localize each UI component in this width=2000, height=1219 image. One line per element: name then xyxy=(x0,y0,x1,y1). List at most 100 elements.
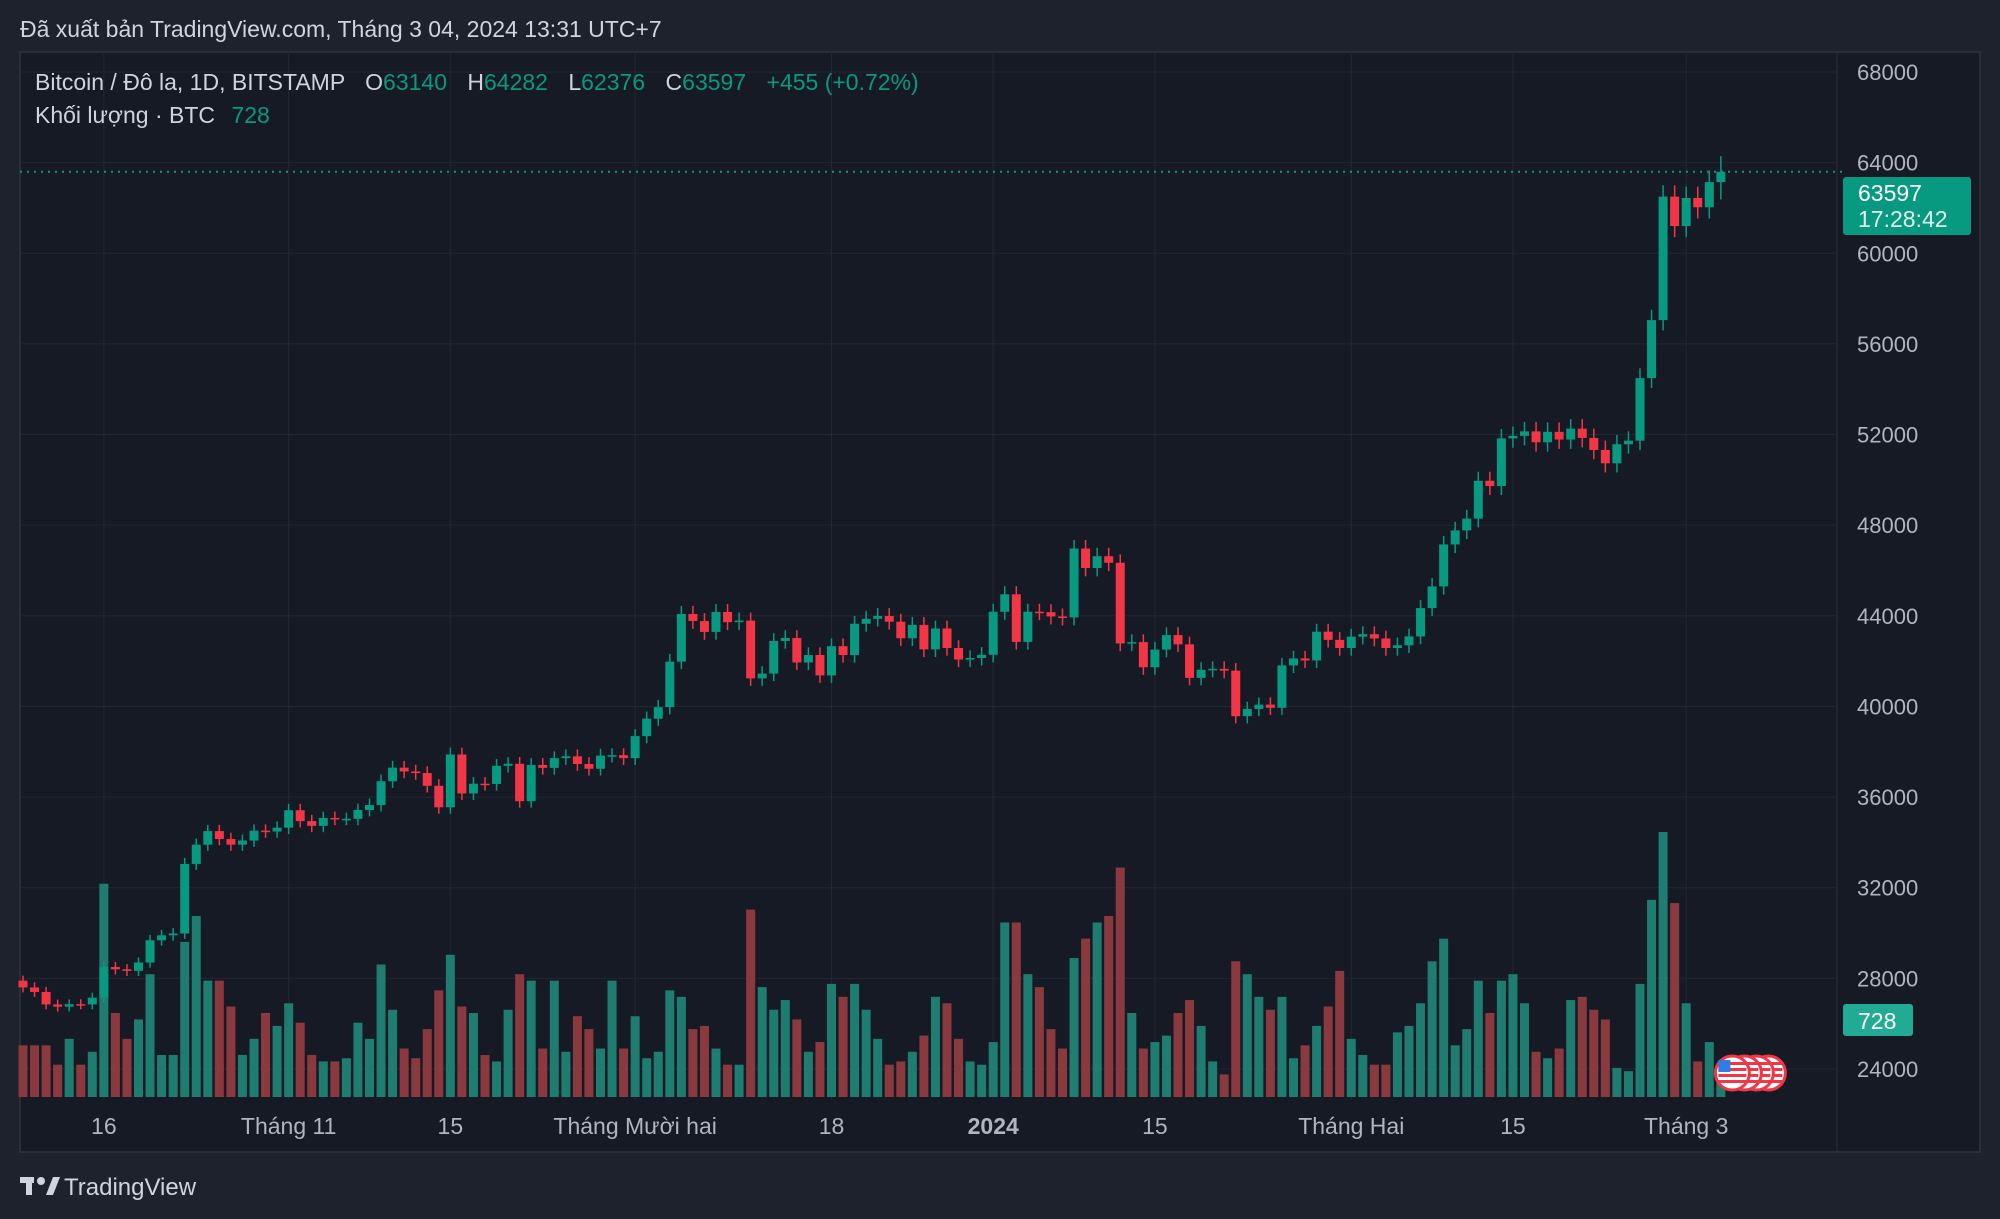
volume-bar xyxy=(237,1054,247,1097)
candle xyxy=(1623,431,1633,454)
candle xyxy=(642,711,652,744)
candle-body xyxy=(561,756,571,759)
candle-body xyxy=(1231,670,1241,717)
candle-body xyxy=(676,614,686,662)
candle-body xyxy=(515,763,525,802)
candle-body xyxy=(827,646,836,676)
legend-low: 62376 xyxy=(581,69,645,95)
candle xyxy=(850,615,860,663)
candle-body xyxy=(226,839,236,845)
candle-body xyxy=(41,991,51,1005)
volume-bar xyxy=(492,1061,502,1097)
volume-bar xyxy=(850,983,860,1097)
candle xyxy=(422,766,432,793)
volume-bar xyxy=(341,1058,351,1097)
candle xyxy=(988,603,998,663)
candle-body xyxy=(907,624,917,639)
volume-bar xyxy=(203,980,213,1097)
candle-body xyxy=(157,935,167,941)
volume-bar xyxy=(445,954,455,1097)
volume-bar xyxy=(596,1048,605,1097)
us-flag-icon[interactable] xyxy=(1713,1054,1751,1092)
volume-bar xyxy=(1450,1045,1460,1097)
volume-bar xyxy=(1092,922,1102,1097)
candle-body xyxy=(884,616,894,622)
volume-bar xyxy=(468,1012,478,1097)
legend-volume: 728 xyxy=(231,102,269,128)
x-tick-label: Tháng 3 xyxy=(1644,1113,1728,1139)
candle xyxy=(1600,440,1610,473)
volume-bar xyxy=(1265,1009,1275,1097)
last-price-tag-bg xyxy=(1843,177,1971,235)
candle-body xyxy=(1543,431,1553,443)
volume-bar xyxy=(884,1064,894,1097)
price-axis[interactable]: 68000 64000 60000 56000 52000 48000 44000 40000… xyxy=(1857,60,1918,1082)
candle-body xyxy=(1312,631,1322,661)
candle-body xyxy=(468,783,478,794)
candle-body xyxy=(1150,649,1160,668)
candle-body xyxy=(53,1004,63,1007)
candle-body xyxy=(237,840,247,845)
y-tick-label: 56000 xyxy=(1857,332,1918,357)
candle xyxy=(399,760,409,779)
candle-body xyxy=(1681,197,1691,227)
economic-events[interactable] xyxy=(1713,1054,1787,1092)
volume-bar xyxy=(1485,1012,1495,1097)
candle xyxy=(1577,419,1587,448)
candle-body xyxy=(122,969,132,971)
candle xyxy=(584,757,594,776)
candle-body xyxy=(399,767,409,772)
volume-bar xyxy=(1254,996,1264,1097)
candle-body xyxy=(1600,449,1610,464)
y-tick-label: 24000 xyxy=(1857,1057,1918,1082)
candle-body xyxy=(538,764,548,768)
candle-body xyxy=(1173,635,1183,645)
candle xyxy=(30,982,40,997)
volume-bar xyxy=(1208,1061,1218,1097)
candles xyxy=(18,156,1726,1012)
candle-body xyxy=(942,628,952,648)
candle-body xyxy=(76,1004,86,1006)
candle-body xyxy=(457,754,467,794)
volume-bar xyxy=(365,1038,374,1097)
candle xyxy=(827,638,836,683)
candle xyxy=(1404,628,1414,654)
volume-bar xyxy=(41,1045,51,1097)
candle xyxy=(468,777,478,801)
volume-bar xyxy=(388,1009,398,1097)
candle xyxy=(457,747,467,801)
candle-body xyxy=(388,767,398,782)
candle xyxy=(1058,608,1067,626)
candle-body xyxy=(1138,642,1148,668)
candle xyxy=(1473,471,1483,528)
legend-line-1: Bitcoin / Đô la, 1D, BITSTAMP O63140 H64… xyxy=(35,69,919,95)
candle xyxy=(261,824,271,838)
volume-bar xyxy=(1612,1067,1622,1097)
candle xyxy=(1589,428,1599,460)
volume-bar xyxy=(1231,961,1241,1097)
candle-body xyxy=(1335,639,1345,648)
tradingview-logo[interactable]: TradingView xyxy=(20,1174,197,1201)
y-tick-label: 60000 xyxy=(1857,241,1918,266)
volume-bar xyxy=(1000,922,1010,1097)
candle-body xyxy=(214,831,224,840)
volume-tag-value: 728 xyxy=(1858,1008,1896,1034)
candle xyxy=(526,758,536,808)
volume-bar xyxy=(376,964,386,1097)
candle xyxy=(272,821,282,838)
candle xyxy=(1358,626,1368,645)
x-tick-label: 16 xyxy=(91,1113,117,1139)
candle xyxy=(1462,509,1472,540)
legend-change: +455 (+0.72%) xyxy=(767,69,919,95)
legend-high-label: H xyxy=(467,69,484,95)
volume-bar xyxy=(457,1006,467,1097)
volume-bar xyxy=(1104,916,1114,1097)
volume-bar xyxy=(64,1038,74,1097)
time-axis[interactable]: 16 Tháng 11 15 Tháng Mười hai 18 2024 15 Tháng … xyxy=(91,1113,1728,1139)
candle xyxy=(746,612,756,686)
volume-bar xyxy=(1647,899,1657,1097)
candle-body xyxy=(607,755,617,757)
candle xyxy=(249,824,259,847)
volume-bar xyxy=(272,1025,282,1097)
